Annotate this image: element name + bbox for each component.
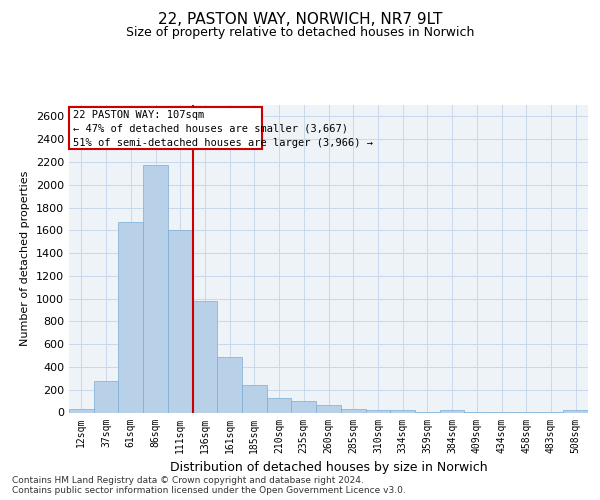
Y-axis label: Number of detached properties: Number of detached properties [20,171,31,346]
Bar [440,410,464,412]
Bar [267,398,292,412]
Bar [390,410,415,412]
Bar [118,222,143,412]
Text: 51% of semi-detached houses are larger (3,966) →: 51% of semi-detached houses are larger (… [73,138,373,147]
Bar [341,408,365,412]
Text: 22 PASTON WAY: 107sqm: 22 PASTON WAY: 107sqm [73,110,204,120]
Text: Size of property relative to detached houses in Norwich: Size of property relative to detached ho… [126,26,474,39]
Bar [168,230,193,412]
Bar [94,380,118,412]
X-axis label: Distribution of detached houses by size in Norwich: Distribution of detached houses by size … [170,461,487,474]
Text: Contains HM Land Registry data © Crown copyright and database right 2024.: Contains HM Land Registry data © Crown c… [12,476,364,485]
FancyBboxPatch shape [69,108,262,150]
Text: 22, PASTON WAY, NORWICH, NR7 9LT: 22, PASTON WAY, NORWICH, NR7 9LT [158,12,442,28]
Bar [242,384,267,412]
Bar [193,302,217,412]
Bar [316,405,341,412]
Bar [217,356,242,412]
Bar [69,409,94,412]
Bar [365,410,390,412]
Bar [143,166,168,412]
Text: ← 47% of detached houses are smaller (3,667): ← 47% of detached houses are smaller (3,… [73,124,348,134]
Bar [563,410,588,412]
Bar [292,401,316,412]
Text: Contains public sector information licensed under the Open Government Licence v3: Contains public sector information licen… [12,486,406,495]
